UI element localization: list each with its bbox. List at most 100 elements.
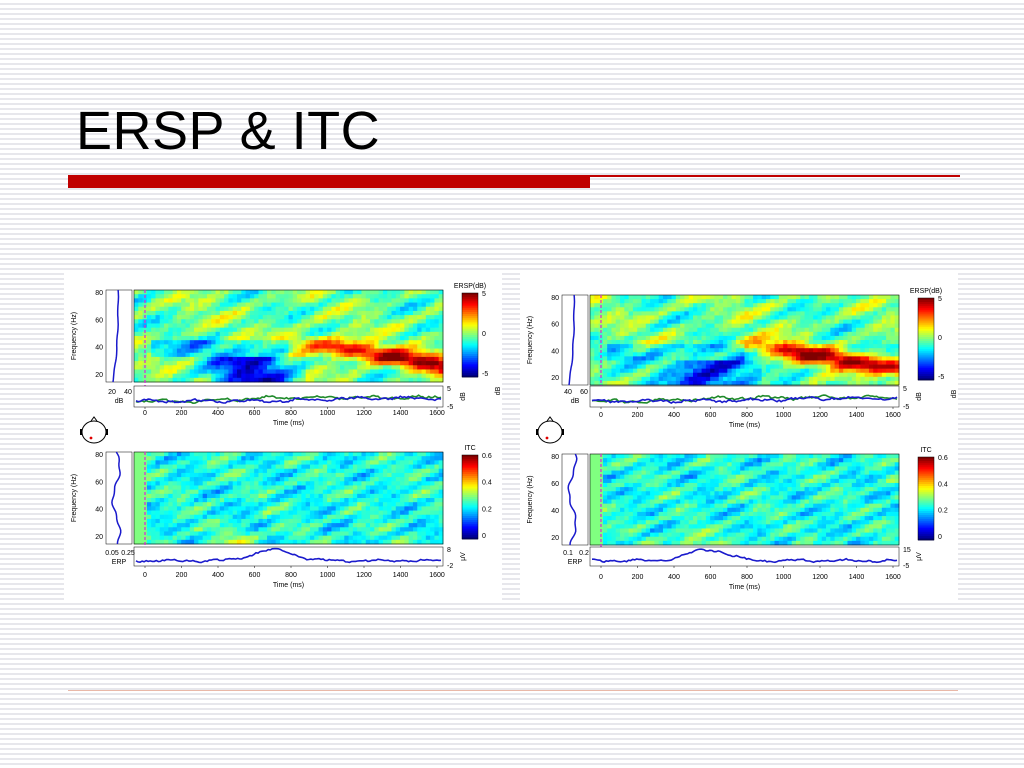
- slide-title: ERSP & ITC: [76, 101, 381, 161]
- itc-y-axis-label: Frequency (Hz): [527, 475, 534, 523]
- ersp-colorbar: [917, 297, 935, 381]
- ersp-heatmap: [589, 294, 900, 386]
- itc-trace-box: [589, 546, 900, 567]
- itc-colorbar-tick: 0.4: [482, 480, 492, 487]
- ersp-colorbar: [461, 292, 479, 378]
- itc-colorbar-tick: 0: [482, 533, 486, 540]
- itc-x-tick: 200: [176, 572, 188, 579]
- itc-x-tick: 400: [212, 572, 224, 579]
- itc-colorbar-title: ITC: [920, 447, 931, 454]
- ersp-x-tick: 600: [705, 412, 717, 419]
- itc-colorbar-tick: 0.6: [938, 455, 948, 462]
- itc-x-axis-label: Time (ms): [729, 584, 760, 591]
- ersp-trace-box: [133, 385, 444, 408]
- ersp-lower-trace: [135, 395, 442, 404]
- ersp-side-profile-box: [105, 289, 133, 383]
- itc-colorbar-tick: 0.6: [482, 453, 492, 460]
- itc-x-tick: 200: [632, 574, 644, 581]
- ersp-x-tick: 1200: [356, 410, 372, 417]
- itc-y-tick: 80: [551, 454, 559, 461]
- itc-trace-tick-bottom: -2: [447, 563, 453, 570]
- itc-colorbar-tick: 0.2: [482, 506, 492, 513]
- ersp-y-tick: 60: [551, 322, 559, 329]
- eeg-figure-left: 80 60 40 20 Frequency (Hz) 5 -5 dB 20 40 dB 0 200 400…: [64, 272, 502, 600]
- ersp-trace-unit: dB: [916, 392, 923, 401]
- ersp-trace-box: [589, 385, 900, 408]
- ersp-trace-tick-top: 5: [447, 386, 451, 393]
- itc-y-tick: 40: [95, 507, 103, 514]
- itc-x-tick: 1200: [812, 574, 828, 581]
- itc-side-tick-b: 0.2: [579, 550, 589, 557]
- ersp-x-axis-label: Time (ms): [729, 422, 760, 429]
- ersp-x-tick: 1600: [429, 410, 445, 417]
- itc-y-tick: 60: [551, 481, 559, 488]
- itc-side-profile-curve: [111, 451, 122, 545]
- ersp-colorbar-tick: 0: [482, 331, 486, 338]
- itc-x-tick: 1200: [356, 572, 372, 579]
- title-underline-thin: [590, 175, 960, 177]
- itc-x-tick: 0: [599, 574, 603, 581]
- itc-x-tick: 400: [668, 574, 680, 581]
- itc-x-tick: 1400: [849, 574, 865, 581]
- itc-x-tick: 1000: [776, 574, 792, 581]
- ersp-y-tick: 80: [95, 290, 103, 297]
- ersp-y-axis-label: Frequency (Hz): [527, 316, 534, 364]
- ersp-side-tick-a: 20: [108, 389, 116, 396]
- ersp-trace-tick-top: 5: [903, 386, 907, 393]
- itc-heatmap: [133, 451, 444, 545]
- ersp-x-tick: 1400: [849, 412, 865, 419]
- ersp-side-tick-b: 60: [580, 389, 588, 396]
- itc-trace-tick-bottom: -5: [903, 563, 909, 570]
- itc-side-tick-a: 0.1: [563, 550, 573, 557]
- ersp-colorbar-title: ERSP(dB): [910, 288, 942, 295]
- ersp-y-tick: 80: [551, 295, 559, 302]
- footer-rule: [68, 690, 958, 691]
- ersp-lower-trace: [591, 395, 898, 405]
- electrode-dot: [545, 436, 549, 440]
- ersp-x-tick: 600: [249, 410, 261, 417]
- itc-trace-unit: μV: [460, 552, 467, 561]
- itc-y-axis-label: Frequency (Hz): [71, 474, 78, 522]
- erp-trace: [592, 548, 898, 564]
- ersp-side-profile-curve: [112, 289, 120, 383]
- ersp-x-tick: 1000: [320, 410, 336, 417]
- ersp-trace-tick-bottom: -5: [903, 404, 909, 411]
- ersp-x-axis-label: Time (ms): [273, 420, 304, 427]
- itc-x-tick: 1600: [885, 574, 901, 581]
- eeg-figure-right: 80 60 40 20 Frequency (Hz) 5 -5 dB 40 60 dB 0 200 400…: [520, 272, 958, 600]
- ersp-x-tick: 200: [176, 410, 188, 417]
- ersp-y-tick: 60: [95, 317, 103, 324]
- ersp-x-tick: 200: [632, 412, 644, 419]
- itc-y-tick: 20: [551, 535, 559, 542]
- itc-colorbar-tick: 0.2: [938, 508, 948, 515]
- ersp-colorbar-unit: dB: [495, 386, 502, 395]
- ersp-x-tick: 400: [668, 412, 680, 419]
- itc-colorbar-title: ITC: [464, 445, 475, 452]
- itc-side-tick-b: 0.25: [121, 550, 135, 557]
- ersp-x-tick: 800: [741, 412, 753, 419]
- itc-x-tick: 600: [705, 574, 717, 581]
- itc-y-tick: 40: [551, 508, 559, 515]
- erp-trace: [135, 547, 442, 564]
- ersp-trace-unit: dB: [460, 392, 467, 401]
- ersp-side-label: dB: [115, 398, 124, 405]
- itc-trace-tick-top: 8: [447, 547, 451, 554]
- ersp-y-tick: 20: [95, 372, 103, 379]
- itc-x-tick: 600: [249, 572, 261, 579]
- ersp-heatmap: [133, 289, 444, 383]
- ersp-x-tick: 1600: [885, 412, 901, 419]
- ersp-colorbar-tick: -5: [938, 374, 944, 381]
- itc-colorbar: [461, 454, 479, 540]
- ersp-y-tick: 40: [95, 345, 103, 352]
- itc-y-tick: 80: [95, 452, 103, 459]
- ersp-colorbar-unit: dB: [951, 389, 958, 398]
- ersp-colorbar-tick: 5: [482, 291, 486, 298]
- itc-y-tick: 60: [95, 479, 103, 486]
- ersp-side-label: dB: [571, 398, 580, 405]
- itc-side-profile-curve: [567, 453, 578, 546]
- itc-colorbar: [917, 456, 935, 541]
- ersp-side-profile-curve: [568, 294, 576, 386]
- itc-y-tick: 20: [95, 534, 103, 541]
- scalp-electrode-icon: [80, 416, 108, 444]
